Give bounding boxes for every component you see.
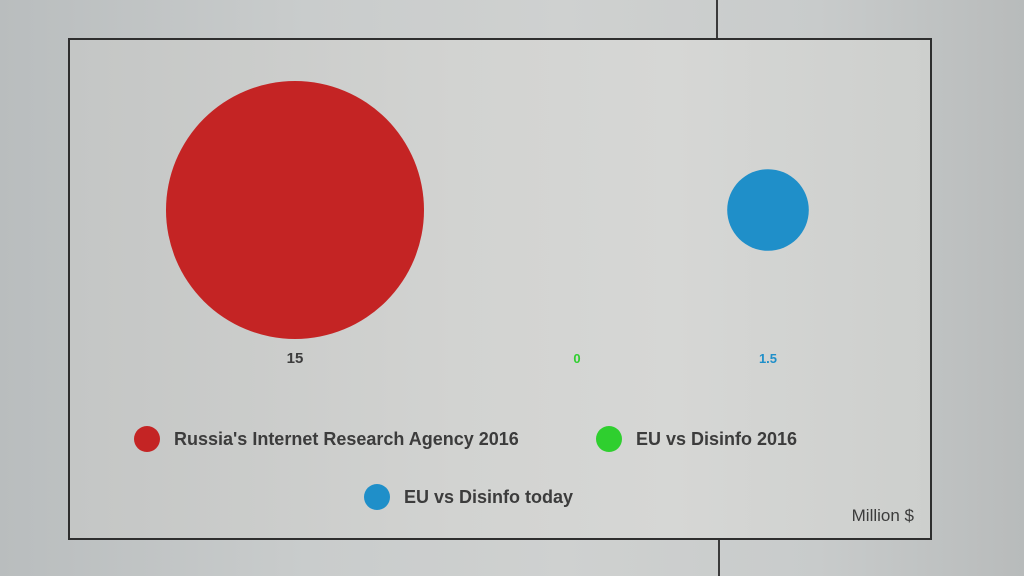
legend-item-russia-ira-2016: Russia's Internet Research Agency 2016 — [134, 426, 519, 452]
value-label-eu-vs-disinfo-today: 1.5 — [759, 351, 777, 366]
bubble-chart: 15 0 1.5 — [166, 81, 809, 367]
legend-label-russia-ira-2016: Russia's Internet Research Agency 2016 — [174, 428, 519, 449]
unit-label: Million $ — [851, 506, 914, 525]
value-label-russia-ira-2016: 15 — [287, 350, 304, 367]
legend-dot-green — [596, 426, 622, 452]
legend-item-eu-vs-disinfo-today: EU vs Disinfo today — [364, 484, 573, 510]
bubble-eu-vs-disinfo-today — [727, 169, 809, 251]
legend-dot-blue — [364, 484, 390, 510]
legend-label-eu-vs-disinfo-today: EU vs Disinfo today — [404, 486, 574, 507]
wall-line-bottom — [718, 540, 720, 576]
legend-dot-red — [134, 426, 160, 452]
value-label-eu-vs-disinfo-2016: 0 — [573, 351, 580, 366]
legend-item-eu-vs-disinfo-2016: EU vs Disinfo 2016 — [596, 426, 797, 452]
chart-panel: 15 0 1.5 Russia's Internet Research Agen… — [68, 38, 932, 540]
legend-label-eu-vs-disinfo-2016: EU vs Disinfo 2016 — [636, 428, 798, 449]
bubble-russia-ira-2016 — [166, 81, 424, 339]
wall-line-top — [716, 0, 718, 40]
